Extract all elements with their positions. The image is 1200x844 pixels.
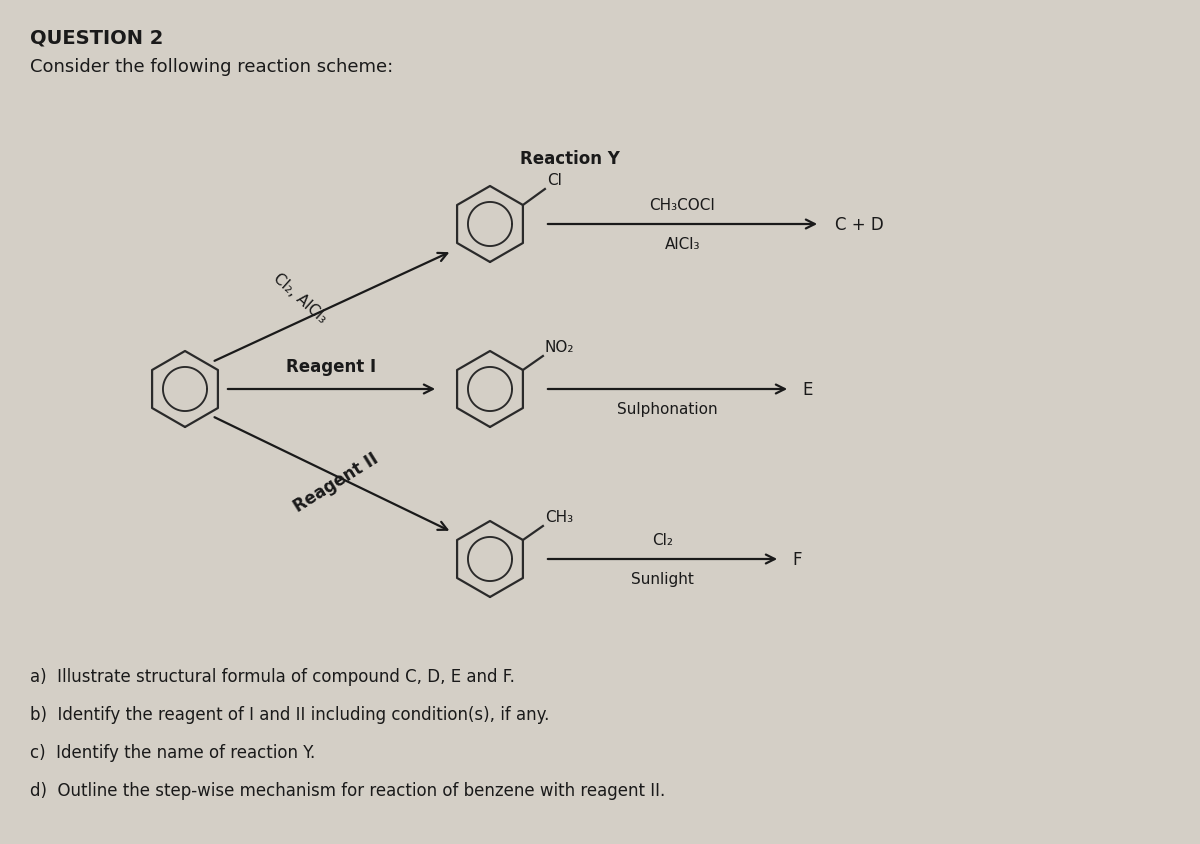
Text: AlCl₃: AlCl₃ [665, 236, 701, 252]
Text: Consider the following reaction scheme:: Consider the following reaction scheme: [30, 58, 394, 76]
Text: Sunlight: Sunlight [631, 571, 694, 587]
Text: CH₃COCI: CH₃COCI [649, 197, 715, 213]
Text: b)  Identify the reagent of I and II including condition(s), if any.: b) Identify the reagent of I and II incl… [30, 706, 550, 723]
Text: F: F [792, 550, 802, 568]
Text: Cl₂: Cl₂ [652, 533, 673, 548]
Text: Reaction Y: Reaction Y [520, 150, 620, 168]
Text: a)  Illustrate structural formula of compound C, D, E and F.: a) Illustrate structural formula of comp… [30, 668, 515, 685]
Text: Cl₂, AlCl₃: Cl₂, AlCl₃ [270, 270, 329, 325]
Text: E: E [802, 381, 812, 398]
Text: CH₃: CH₃ [545, 510, 574, 524]
Text: C + D: C + D [835, 216, 883, 234]
Text: d)  Outline the step-wise mechanism for reaction of benzene with reagent II.: d) Outline the step-wise mechanism for r… [30, 781, 665, 799]
Text: Sulphonation: Sulphonation [617, 402, 718, 416]
Text: NO₂: NO₂ [545, 339, 575, 354]
Text: Reagent I: Reagent I [287, 358, 377, 376]
Text: Reagent II: Reagent II [290, 449, 382, 516]
Text: Cl: Cl [547, 173, 562, 187]
Text: c)  Identify the name of reaction Y.: c) Identify the name of reaction Y. [30, 743, 316, 761]
Text: QUESTION 2: QUESTION 2 [30, 28, 163, 47]
